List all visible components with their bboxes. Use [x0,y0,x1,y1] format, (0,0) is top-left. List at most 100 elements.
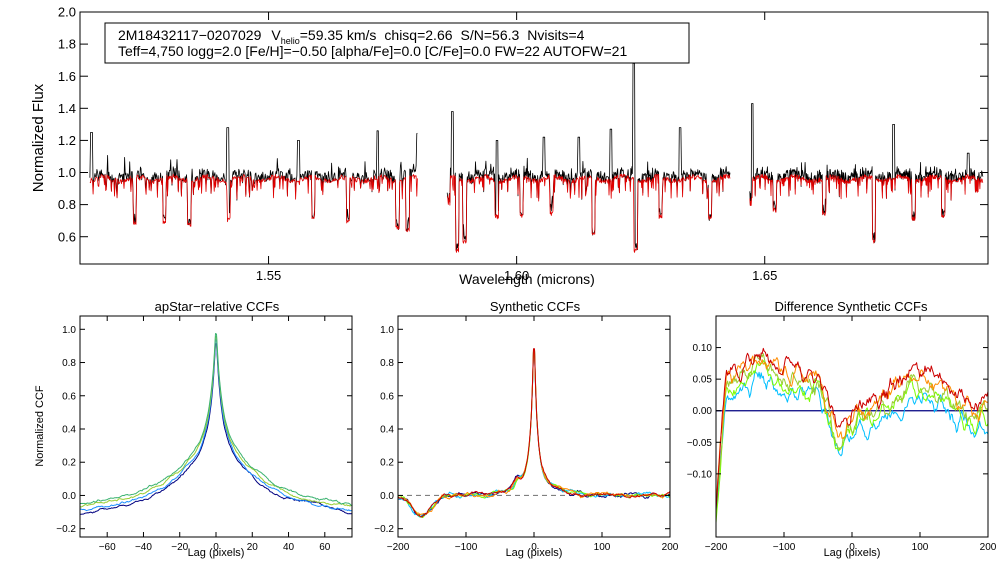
y-tick-label: 0.6 [380,391,394,402]
apstar-ccf-plot-area [79,333,353,515]
synthetic-ccf-xlabel: Lag (pixels) [506,547,563,559]
difference-ccf-xlabel: Lag (pixels) [824,547,881,559]
ccf-series-line-visit-1 [397,349,671,518]
ccf-series-line-visit-3 [715,353,989,500]
y-tick-label: −0.2 [56,524,76,535]
y-tick-label: 0.8 [62,358,76,369]
y-tick-label: 0.8 [58,197,76,212]
y-tick-label: 0.05 [693,375,713,386]
x-tick-label: 100 [912,542,929,553]
v-subscript: helio [281,36,300,46]
ccf-series-line-visit-1 [715,370,989,518]
y-tick-label: 0.0 [380,491,394,502]
difference-ccf-frame [715,315,989,538]
y-tick-label: 0.6 [62,391,76,402]
spectrum-xlabel: Wavelength (microns) [459,271,595,287]
model-spectrum-line [749,173,984,244]
synthetic-ccf-title: Synthetic CCFs [490,299,581,314]
info-box-frame [104,22,690,64]
x-tick-label: 100 [594,542,611,553]
spectrum-axes: 1.55 1.60 1.65 0.6 0.8 1.0 1.2 1.4 1.6 1.8 2.0 [58,5,988,283]
x-tick-label: 60 [319,542,331,553]
y-tick-label: 2.0 [58,5,76,20]
y-tick-label: 0.4 [62,424,76,435]
x-tick-label: −200 [387,542,410,553]
spectrum-panel: 1.55 1.60 1.65 0.6 0.8 1.0 1.2 1.4 1.6 1.8 2.0 Wav… [30,5,989,287]
info-line-1: 2M18432117−0207029 Vhelio=59.35 km/s chisq… [118,27,585,46]
model-spectrum-line [89,173,418,233]
ccf-series-line-visit-2 [715,360,989,523]
apstar-ccf-ylabel: Normalized CCF [34,385,46,467]
observed-spectrum-line [749,103,984,243]
apstar-ccf-panel: apStar−relative CCFs −60 −40 −20 0 20 40 60 −0.… [34,299,353,559]
difference-ccf-title: Difference Synthetic CCFs [775,299,928,314]
ccf-series-line-visit-2 [397,349,671,518]
spectrum-frame [79,11,989,265]
snr-value: S/N=56.3 [461,27,520,43]
y-tick-label: 1.8 [58,37,76,52]
chisq-value: chisq=2.66 [384,27,452,43]
x-tick-label: 40 [283,542,295,553]
y-tick-label: 0.8 [380,358,394,369]
y-tick-label: 1.0 [58,165,76,180]
ccf-series-line-visit-5 [715,347,989,511]
ccf-series-line-visit-4 [715,355,989,505]
difference-ccf-plot-area [715,347,989,523]
ccf-series-line-visit-3 [397,349,671,518]
y-tick-label: 1.6 [58,69,76,84]
synthetic-ccf-panel: Synthetic CCFs −200 −100 0 100 200 −0.2 0.0 0.2… [374,299,679,559]
ccf-series-line-visit-2 [79,339,352,512]
difference-ccf-panel: Difference Synthetic CCFs −200 −100 0 100 20… [687,299,997,559]
y-tick-label: 0.2 [380,458,394,469]
ccf-series-line-visit-4 [397,348,671,516]
y-tick-label: −0.2 [374,524,394,535]
nvisits-value: Nvisits=4 [527,27,584,43]
y-tick-label: 0.00 [693,406,713,417]
synthetic-ccf-axes: −200 −100 0 100 200 −0.2 0.0 0.2 0.4 0.6 0.8 1.0 [374,316,679,553]
y-tick-label: 0.6 [58,229,76,244]
model-spectrum-line [446,173,731,253]
ccf-series-line-visit-1 [79,343,353,515]
v-label: V [271,27,281,43]
x-tick-label: 0 [213,542,219,553]
spectrum-plot-area [89,63,984,253]
y-tick-label: 0.10 [693,343,713,354]
info-line-2: Teff=4,750 logg=2.0 [Fe/H]=−0.50 [alpha/… [118,43,627,59]
x-tick-label: −60 [99,542,116,553]
star-id: 2M18432117−0207029 [118,27,262,43]
ccf-series-line-visit-5 [397,348,671,518]
x-tick-label: −200 [705,542,728,553]
y-tick-label: −0.05 [687,438,713,449]
apstar-ccf-xlabel: Lag (pixels) [188,547,245,559]
x-tick-label: 20 [247,542,259,553]
ccf-series-line-visit-3 [79,336,353,508]
spectrum-ylabel: Normalized Flux [30,83,47,192]
apstar-ccf-axes: −60 −40 −20 0 20 40 60 −0.2 0.0 0.2 0.4 0.6 0.8 1.0 [56,316,352,553]
x-tick-label: 200 [662,542,679,553]
x-tick-label: −100 [455,542,478,553]
y-tick-label: 1.0 [62,325,76,336]
x-tick-label: −20 [171,542,188,553]
y-tick-label: 0.2 [62,458,76,469]
synthetic-ccf-plot-area [397,348,671,518]
y-tick-label: 0.0 [62,491,76,502]
x-tick-label: 1.60 [504,268,529,283]
y-tick-label: 1.0 [380,325,394,336]
apstar-ccf-title: apStar−relative CCFs [155,299,280,314]
x-tick-label: 1.55 [256,268,281,283]
y-tick-label: 0.4 [380,424,394,435]
x-tick-label: 200 [980,542,997,553]
y-tick-label: 1.2 [58,133,76,148]
difference-ccf-axes: −200 −100 0 100 200 −0.10 −0.05 0.00 0.05 0.10 [687,316,997,553]
x-tick-label: 1.65 [752,268,777,283]
y-tick-label: −0.10 [687,469,713,480]
x-tick-label: −100 [773,542,796,553]
ccf-series-line-visit-4 [80,333,353,507]
y-tick-label: 1.4 [58,101,76,116]
observed-spectrum-line [446,63,731,252]
x-tick-label: −40 [135,542,152,553]
info-box: 2M18432117−0207029 Vhelio=59.35 km/s chisq… [104,22,690,64]
v-value: =59.35 km/s [300,27,377,43]
x-tick-label: 0 [849,542,855,553]
